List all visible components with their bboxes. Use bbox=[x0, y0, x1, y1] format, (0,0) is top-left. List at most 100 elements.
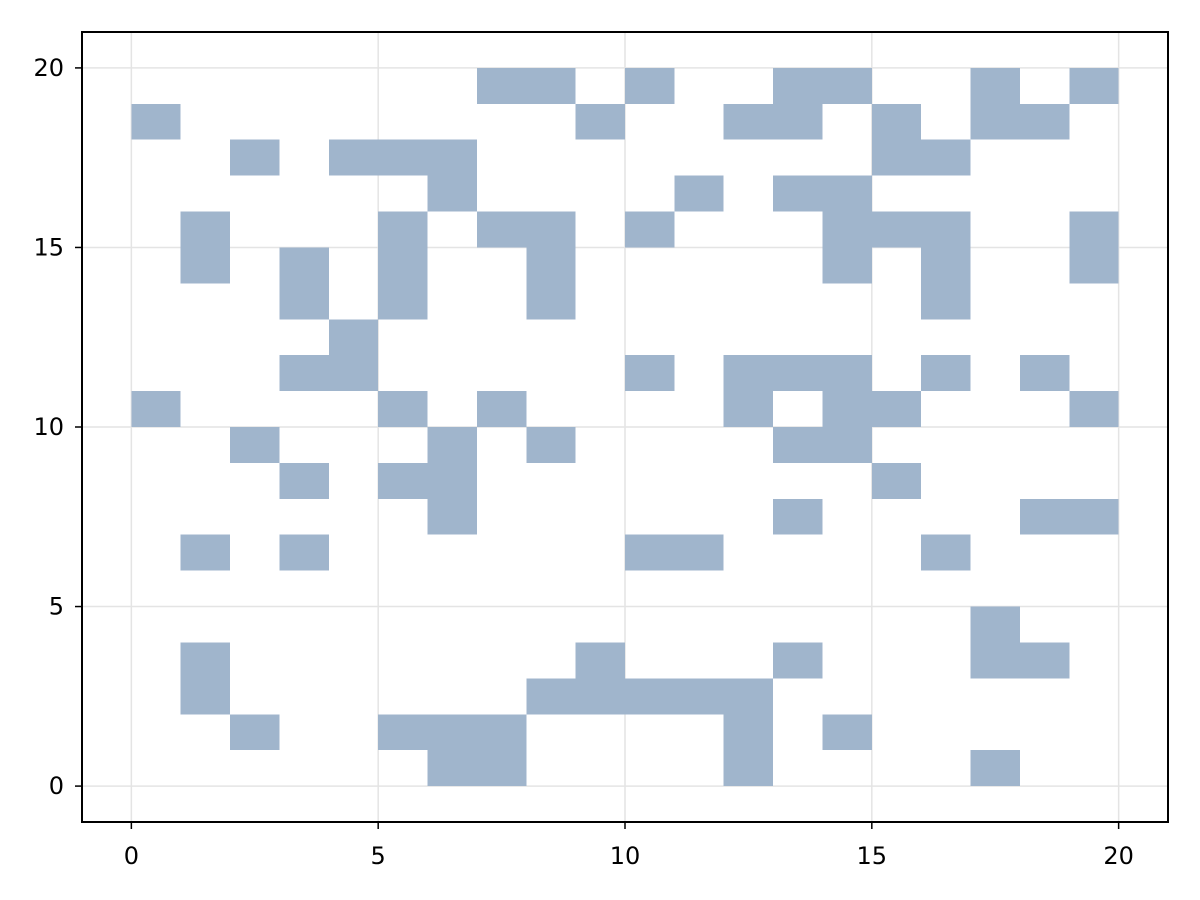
heatmap-cell bbox=[921, 283, 971, 320]
heatmap-cell bbox=[180, 642, 231, 679]
heatmap-cell bbox=[575, 103, 625, 140]
heatmap-cell bbox=[871, 391, 922, 427]
heatmap-cell bbox=[625, 678, 675, 715]
x-tick-label: 15 bbox=[857, 842, 888, 870]
heatmap-cell bbox=[1019, 642, 1070, 679]
heatmap-cell bbox=[1069, 247, 1119, 284]
heatmap-cell bbox=[822, 247, 872, 284]
heatmap-cell bbox=[575, 678, 625, 715]
heatmap-cell bbox=[822, 391, 872, 427]
heatmap-cell bbox=[526, 67, 576, 104]
heatmap-cell bbox=[378, 462, 428, 499]
heatmap-cell bbox=[723, 103, 774, 140]
y-tick-label: 20 bbox=[33, 54, 64, 82]
heatmap-cell bbox=[131, 103, 181, 140]
heatmap-cell bbox=[279, 283, 329, 320]
heatmap-cell bbox=[773, 355, 823, 392]
heatmap-cell bbox=[180, 678, 231, 715]
heatmap-cell bbox=[526, 427, 576, 463]
heatmap-cell bbox=[1069, 67, 1119, 104]
heatmap-cell bbox=[1069, 498, 1119, 535]
heatmap-cell bbox=[526, 247, 576, 284]
heatmap-cell bbox=[427, 427, 477, 463]
heatmap-cell bbox=[871, 462, 922, 499]
heatmap-cell bbox=[970, 67, 1020, 104]
heatmap-cell bbox=[378, 211, 428, 248]
heatmap-cell bbox=[378, 283, 428, 320]
heatmap-cell bbox=[674, 678, 724, 715]
heatmap-cell bbox=[1069, 211, 1119, 248]
heatmap-cell bbox=[921, 139, 971, 176]
heatmap-cell bbox=[822, 175, 872, 212]
heatmap-cell bbox=[822, 211, 872, 248]
heatmap-cell bbox=[773, 498, 823, 535]
heatmap-cell bbox=[625, 355, 675, 392]
heatmap-cell bbox=[230, 427, 280, 463]
heatmap-cell bbox=[230, 139, 280, 176]
heatmap-cell bbox=[427, 750, 477, 787]
axis-ticks bbox=[75, 67, 1120, 829]
heatmap-cell bbox=[180, 247, 231, 284]
heatmap-cell bbox=[970, 103, 1020, 140]
heatmap-cell bbox=[180, 534, 231, 571]
heatmap-cell bbox=[822, 67, 872, 104]
heatmap-cell bbox=[921, 247, 971, 284]
heatmap-cell bbox=[921, 211, 971, 248]
heatmap-cell bbox=[230, 714, 280, 751]
heatmap-cell bbox=[1019, 355, 1070, 392]
heatmap-cell bbox=[427, 139, 477, 176]
heatmap-cell bbox=[378, 391, 428, 427]
x-tick-label: 5 bbox=[371, 842, 386, 870]
heatmap-cells bbox=[131, 67, 1119, 787]
heatmap-cell bbox=[773, 67, 823, 104]
heatmap-cell bbox=[871, 139, 922, 176]
heatmap-cell bbox=[476, 714, 527, 751]
y-tick-label: 5 bbox=[49, 593, 64, 621]
heatmap-cell bbox=[526, 211, 576, 248]
heatmap-cell bbox=[279, 247, 329, 284]
heatmap-cell bbox=[674, 534, 724, 571]
heatmap-cell bbox=[131, 391, 181, 427]
x-tick-label: 0 bbox=[124, 842, 139, 870]
heatmap-cell bbox=[328, 355, 379, 392]
heatmap-cell bbox=[476, 750, 527, 787]
heatmap-cell bbox=[625, 534, 675, 571]
y-tick-label: 0 bbox=[49, 772, 64, 800]
heatmap-cell bbox=[625, 67, 675, 104]
heatmap-cell bbox=[773, 175, 823, 212]
heatmap-cell bbox=[1019, 498, 1070, 535]
heatmap-cell bbox=[970, 606, 1020, 643]
heatmap-cell bbox=[921, 355, 971, 392]
y-tick-labels: 0 5 10 15 20 bbox=[33, 54, 64, 800]
heatmap-cell bbox=[279, 355, 329, 392]
heatmap-cell bbox=[427, 462, 477, 499]
heatmap-cell bbox=[575, 642, 625, 679]
x-tick-labels: 0 5 10 15 20 bbox=[124, 842, 1134, 870]
heatmap-cell bbox=[871, 103, 922, 140]
heatmap-cell bbox=[427, 714, 477, 751]
heatmap-cell bbox=[723, 391, 774, 427]
heatmap-cell bbox=[822, 355, 872, 392]
heatmap-cell bbox=[279, 462, 329, 499]
heatmap-cell bbox=[773, 642, 823, 679]
heatmap-cell bbox=[773, 103, 823, 140]
x-tick-label: 20 bbox=[1103, 842, 1134, 870]
heatmap-cell bbox=[625, 211, 675, 248]
heatmap-cell bbox=[674, 175, 724, 212]
heatmap-cell bbox=[526, 283, 576, 320]
heatmap-cell bbox=[476, 391, 527, 427]
heatmap-cell bbox=[1019, 103, 1070, 140]
heatmap-cell bbox=[723, 750, 774, 787]
heatmap-cell bbox=[279, 534, 329, 571]
heatmap-cell bbox=[378, 247, 428, 284]
heatmap-cell bbox=[1069, 391, 1119, 427]
heatmap-cell bbox=[822, 427, 872, 463]
heatmap-cell bbox=[476, 67, 527, 104]
heatmap-cell bbox=[180, 211, 231, 248]
heatmap-cell bbox=[822, 714, 872, 751]
y-tick-label: 15 bbox=[33, 233, 64, 261]
heatmap-cell bbox=[427, 175, 477, 212]
heatmap-cell bbox=[773, 427, 823, 463]
